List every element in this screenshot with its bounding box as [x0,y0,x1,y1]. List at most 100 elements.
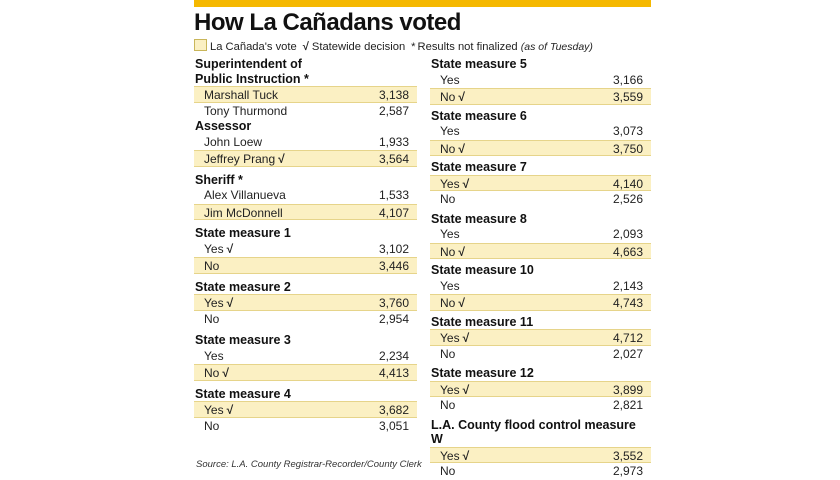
result-name: No [204,311,219,328]
result-value: 1,933 [378,134,409,149]
result-name: Yes [440,123,460,140]
check-icon: √ [458,296,465,310]
check-icon: √ [302,41,309,53]
result-row: No √ 4,413 [194,364,417,381]
result-name-text: No [440,192,456,206]
result-row: No 2,954 [194,311,417,328]
result-name: No √ [204,365,229,382]
check-icon: √ [226,296,234,310]
result-name: Yes [440,278,460,295]
result-name-text: Yes [440,278,460,293]
check-icon: √ [458,244,465,259]
result-row: Yes 3,166 [430,72,651,89]
result-value: 1,533 [378,188,409,202]
result-row: Jeffrey Prang √ 3,564 [194,150,417,167]
result-name: Yes √ [204,295,233,312]
race-block: Sheriff * Alex Villanueva 1,533 Jim McDonne… [194,173,417,222]
result-name: Yes √ [204,402,233,419]
result-name-text: Tony Thurmond [204,103,288,118]
result-name: No [204,258,219,275]
race-block: State measure 10 Yes 2,143 No √ 4,743 [430,263,651,311]
legend-check-label: Statewide decision [311,41,406,53]
result-name: No √ [440,89,465,106]
result-name: John Loew [204,134,262,151]
result-name-text: No [204,311,220,326]
result-row: No 3,446 [194,257,417,274]
check-icon: √ [462,382,470,397]
result-name-text: Yes [440,227,460,241]
result-name: Yes √ [440,330,469,347]
result-value: 2,526 [612,192,643,206]
check-icon: √ [278,152,285,166]
race-block: State measure 7 Yes √ 4,140 No 2,526 [430,160,651,208]
result-name: Yes [440,72,460,89]
legend-highlight-label: La Cañada's vote [210,41,297,53]
result-value: 2,027 [612,346,643,361]
result-name-text: No [440,346,456,361]
result-value: 3,559 [612,90,643,104]
result-name-text: Yes [204,296,224,310]
check-icon: √ [226,241,234,256]
results-column-left: Superintendent of Public Instruction * Mar… [194,57,417,434]
result-row: Tony Thurmond 2,587 [194,103,417,120]
result-row: No √ 3,750 [430,139,651,158]
race-title: L.A. County flood control measure W [431,417,636,447]
race-title: State measure 7 [431,160,527,174]
result-value: 3,446 [378,259,409,273]
result-name: Jeffrey Prang √ [204,151,285,168]
result-row: Yes √ 3,102 [194,241,417,258]
result-name-text: No [440,141,456,156]
page-title: How La Cañadans voted [194,9,461,36]
race-title: State measure 4 [195,386,291,401]
result-name-text: Yes [204,403,224,417]
result-name: Yes √ [440,176,469,193]
result-value: 3,166 [612,72,643,87]
result-value: 3,760 [378,296,409,310]
highlight-swatch [194,39,207,51]
result-value: 4,107 [378,205,409,220]
result-name-text: No [440,464,456,478]
result-value: 3,564 [378,152,409,166]
result-value: 3,138 [378,88,409,102]
result-row: Jim McDonnell 4,107 [194,203,417,222]
result-name: Yes √ [204,241,233,258]
result-value: 3,750 [612,141,643,156]
result-value: 4,663 [612,244,643,259]
result-value: 3,051 [378,418,409,433]
result-value: 3,899 [612,382,643,397]
result-name: Yes [204,348,224,365]
result-value: 4,413 [378,366,409,380]
result-name: Tony Thurmond [204,103,287,120]
result-name-text: No [204,259,220,273]
result-name-text: Alex Villanueva [204,188,286,202]
check-icon: √ [458,90,465,104]
race-block: Superintendent of Public Instruction * Mar… [194,57,417,119]
result-value: 2,587 [378,103,409,118]
result-value: 3,073 [612,124,643,138]
result-name: No √ [440,141,465,158]
result-row: Yes 2,093 [430,226,651,243]
result-name-text: Yes [440,382,460,397]
result-name: No [440,191,455,208]
result-value: 4,140 [612,176,643,191]
result-name: No [440,463,455,480]
legend-asof: (as of Tuesday) [520,41,593,53]
result-value: 2,234 [378,348,409,363]
result-name: Jim McDonnell [204,205,283,222]
race-block: State measure 6 Yes 3,073 No √ 3,750 [430,109,651,158]
race-title: State measure 1 [195,226,291,240]
results-column-right: State measure 5 Yes 3,166 No √ 3,559 State mea… [430,57,651,480]
legend: La Cañada's vote √ Statewide decision * Resu… [194,39,654,54]
check-icon: √ [226,403,234,417]
race-block: State measure 12 Yes √ 3,899 No 2,821 [430,366,651,414]
result-name-text: Marshall Tuck [204,88,279,102]
result-value: 3,682 [378,403,409,417]
result-row: Yes √ 3,899 [430,380,651,397]
result-name-text: Yes [440,176,460,191]
result-row: Yes √ 4,712 [430,329,651,346]
result-row: John Loew 1,933 [194,134,417,151]
result-name-text: Yes [440,72,460,87]
result-name-text: No [440,296,456,310]
result-name: No √ [440,244,465,261]
race-block: State measure 2 Yes √ 3,760 No 2,954 [194,280,417,328]
